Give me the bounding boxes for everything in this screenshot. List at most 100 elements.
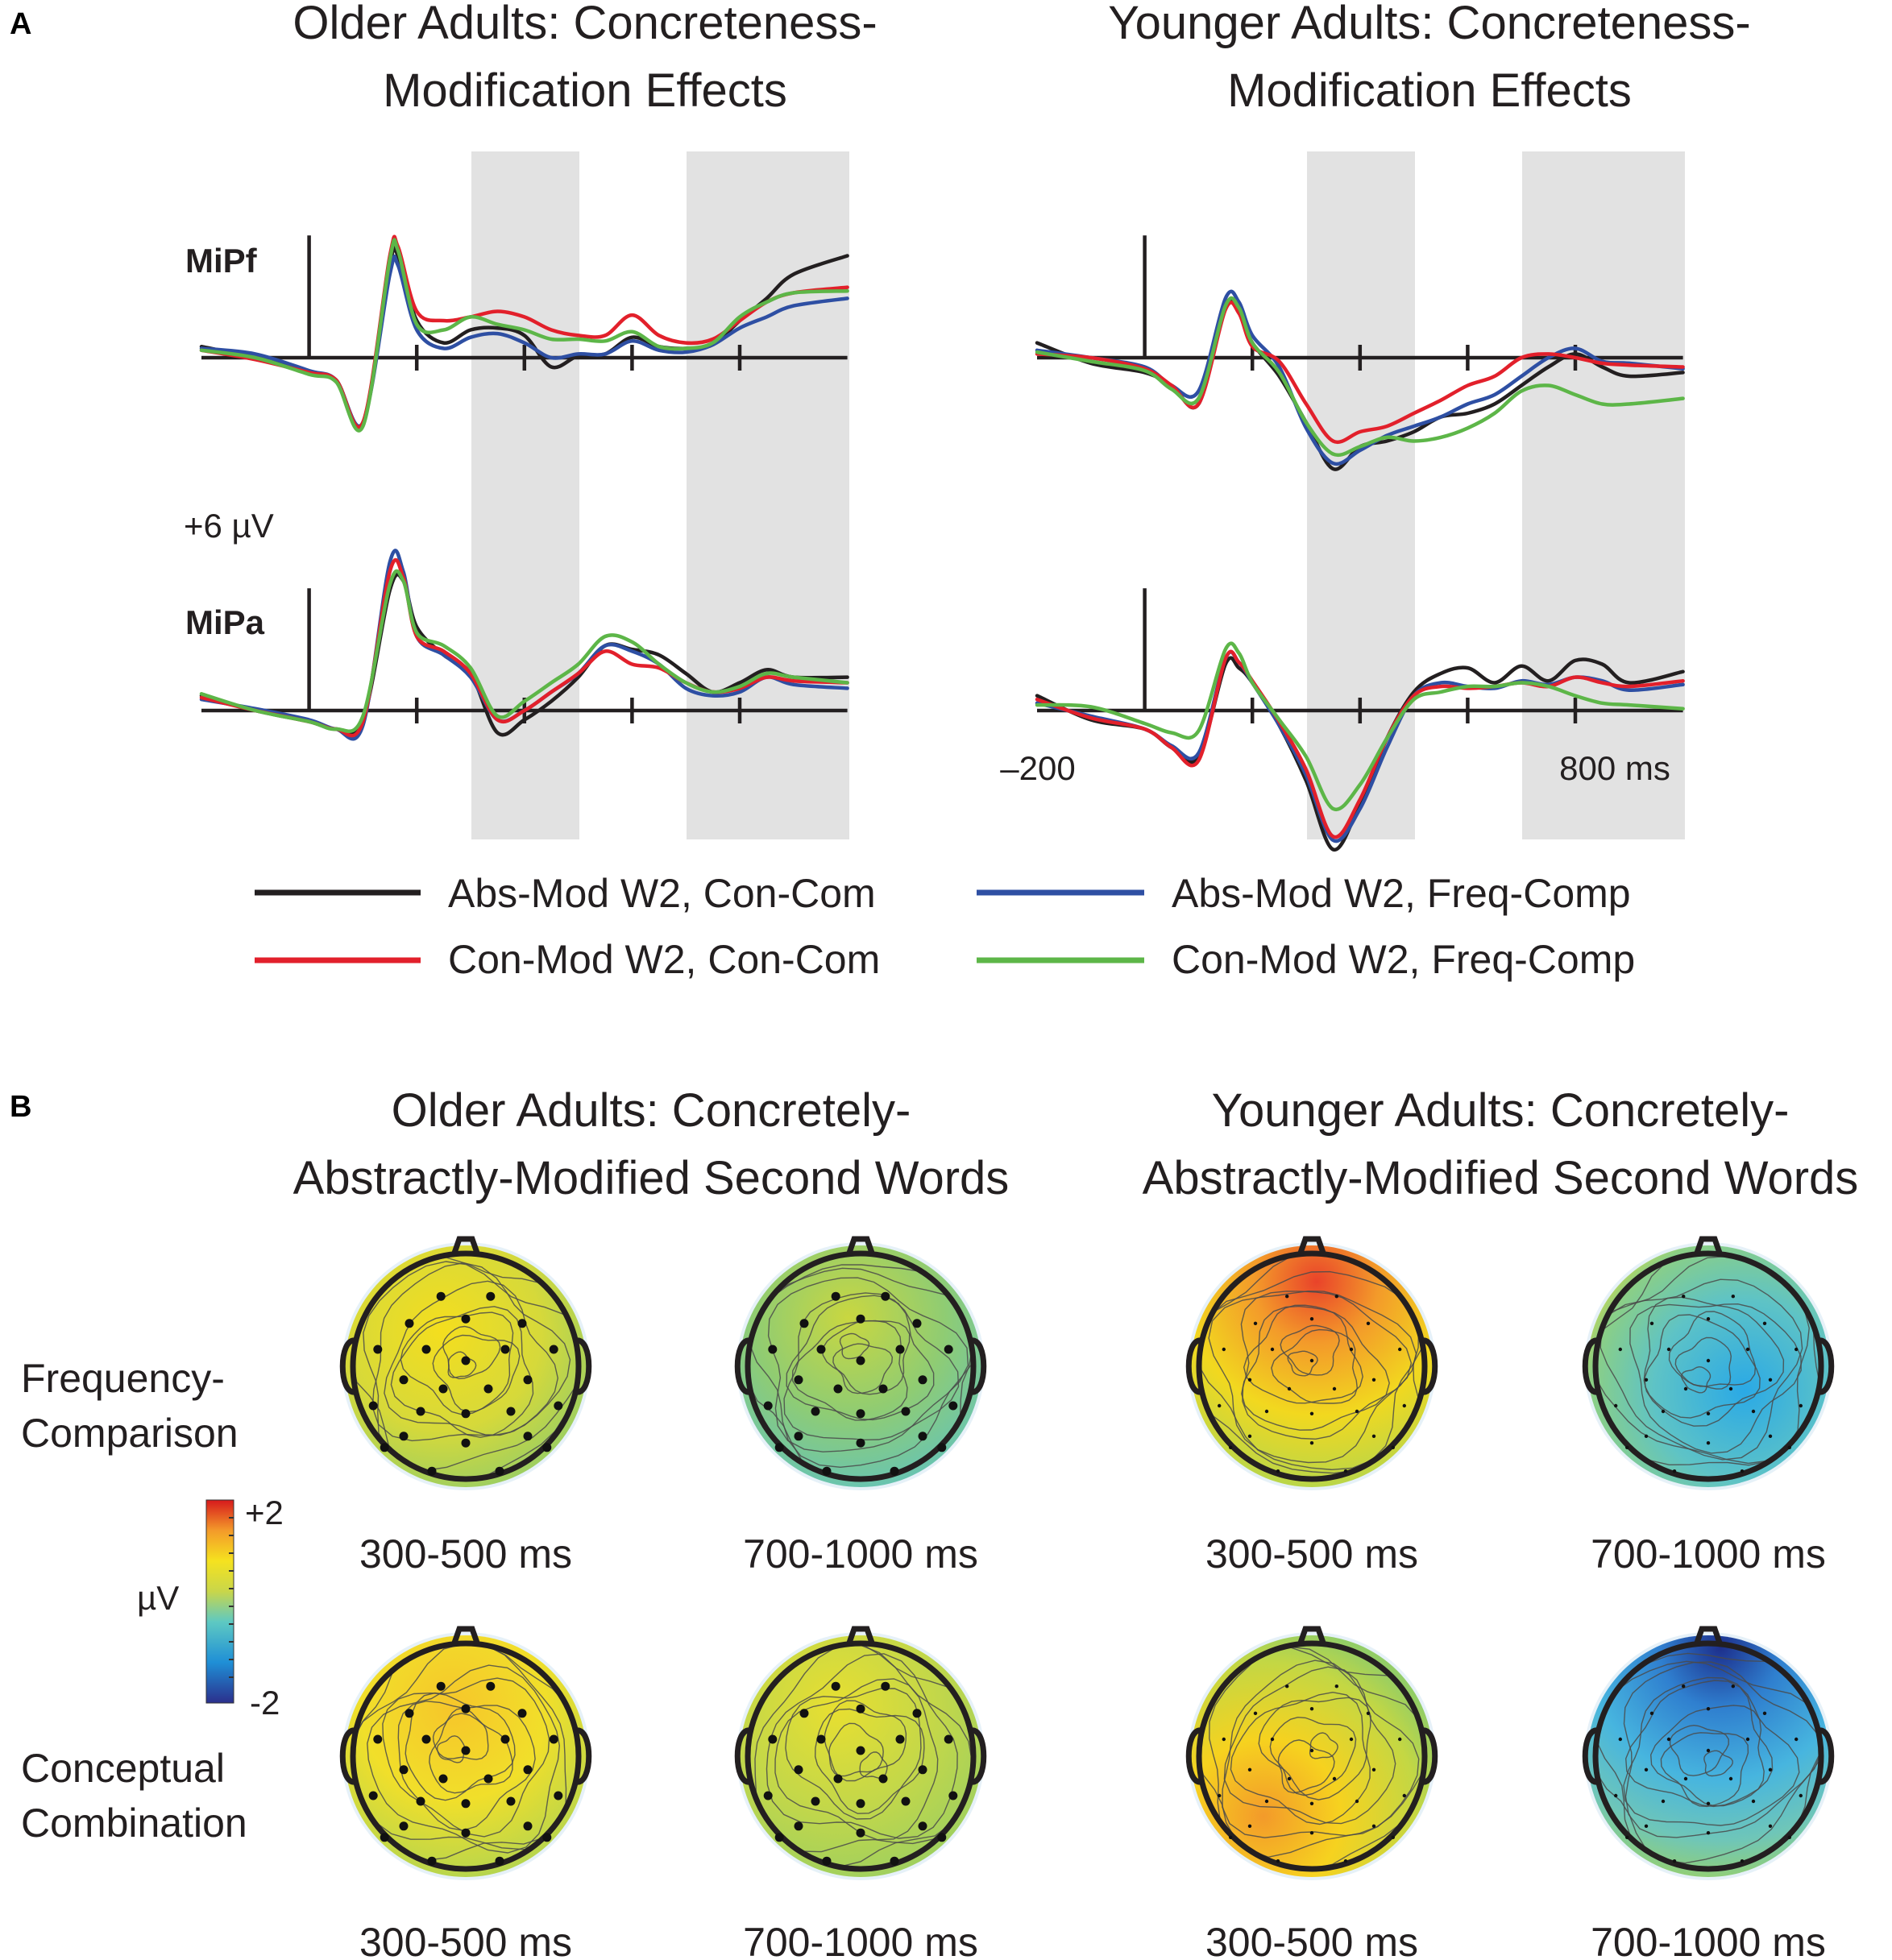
electrode — [1276, 1859, 1280, 1863]
younger-topo-title-line2: Abstractly-Modified Second Words — [1143, 1152, 1859, 1204]
electrode — [890, 1466, 899, 1476]
colorbar-unit-label: µV — [137, 1579, 179, 1617]
topomap-electrodes — [368, 1291, 563, 1476]
row-label-conceptual-combination-line1: Conceptual — [21, 1746, 225, 1791]
row-label-conceptual-combination-line2: Combination — [21, 1800, 247, 1846]
electrode — [1285, 1684, 1289, 1689]
map-label-older-freq-700-1000: 700-1000 ms — [743, 1531, 978, 1577]
erp-plot-older-mipf — [199, 234, 849, 433]
electrode — [399, 1765, 409, 1775]
colorbar-gradient — [205, 1499, 234, 1704]
topomap-electrodes — [1614, 1684, 1803, 1863]
electrode — [1706, 1707, 1711, 1711]
topomap-left-ear — [339, 1727, 356, 1785]
electrode — [438, 1384, 448, 1394]
electrode — [1253, 1711, 1258, 1715]
scale-bar-label: +6 µV — [184, 507, 274, 545]
electrode — [856, 1409, 865, 1419]
electrode — [1276, 1469, 1280, 1473]
channel-label-mipa: MiPa — [185, 603, 265, 641]
electrode — [774, 1443, 784, 1452]
electrode — [1398, 1737, 1402, 1742]
map-label-younger-freq-300-500: 300-500 ms — [1205, 1531, 1418, 1577]
electrode — [816, 1734, 826, 1744]
electrode — [1218, 1403, 1222, 1408]
electrode — [1402, 1793, 1407, 1798]
electrode — [895, 1734, 905, 1744]
electrode — [1309, 1748, 1314, 1753]
electrode — [517, 1709, 527, 1718]
map-label-older-comb-300-500: 300-500 ms — [359, 1920, 572, 1960]
electrode — [1706, 1441, 1711, 1445]
electrode — [822, 1856, 832, 1866]
electrode — [816, 1345, 826, 1354]
electrode — [1794, 1347, 1799, 1352]
electrode — [794, 1375, 803, 1385]
row-label-frequency-comparison-line2: Comparison — [21, 1411, 239, 1456]
electrode — [1683, 1776, 1688, 1781]
younger-topo-title-line1: Younger Adults: Concretely- — [1212, 1084, 1790, 1137]
electrode — [856, 1314, 865, 1324]
electrode — [1247, 1767, 1252, 1771]
electrode — [794, 1765, 803, 1775]
electrode — [483, 1384, 493, 1394]
electrode — [856, 1356, 865, 1365]
older-erp-title-line1: Older Adults: Concreteness- — [293, 0, 877, 49]
electrode — [918, 1765, 927, 1775]
colorbar-max-label: +2 — [245, 1494, 284, 1531]
electrode — [1644, 1767, 1649, 1771]
electrode — [1706, 1411, 1711, 1416]
younger-erp-title-line1: Younger Adults: Concreteness- — [1108, 0, 1750, 49]
electrode — [1762, 1321, 1767, 1326]
topomap-nose — [845, 1236, 876, 1257]
legend: Abs-Mod W2, Con-Com Abs-Mod W2, Freq-Com… — [255, 871, 1635, 982]
electrode — [1728, 1386, 1733, 1391]
topomap-left-ear — [734, 1337, 751, 1395]
electrode — [895, 1345, 905, 1354]
electrode — [1343, 1859, 1348, 1863]
electrode — [1751, 1799, 1756, 1804]
electrode — [380, 1443, 389, 1452]
electrode — [1309, 1831, 1314, 1835]
electrode — [483, 1774, 493, 1784]
electrode — [1706, 1831, 1711, 1835]
electrode — [856, 1746, 865, 1755]
electrode — [1731, 1684, 1735, 1689]
topomap-younger-comb-300-500 — [1185, 1626, 1438, 1880]
topomap-scalp — [740, 1635, 981, 1877]
channel-label-mipf: MiPf — [185, 242, 258, 280]
topomap-right-ear — [970, 1727, 987, 1785]
colorbar-min-label: -2 — [250, 1684, 280, 1722]
topomap-left-ear — [1582, 1727, 1599, 1785]
electrode — [822, 1466, 832, 1476]
younger-window-700-1000 — [1522, 151, 1685, 839]
electrode — [768, 1345, 778, 1354]
topomap-electrodes — [1218, 1295, 1407, 1473]
topomap-younger-freq-700-1000 — [1582, 1236, 1835, 1490]
electrode — [1287, 1386, 1292, 1391]
electrode — [831, 1291, 840, 1301]
electrode — [1366, 1321, 1371, 1326]
electrode — [901, 1407, 911, 1416]
topomap-younger-freq-300-500 — [1185, 1236, 1438, 1490]
electrode — [368, 1791, 378, 1800]
topomap-head-outline — [350, 1640, 582, 1872]
older-erp-title-line2: Modification Effects — [383, 64, 787, 117]
electrode — [1309, 1358, 1314, 1363]
electrode — [856, 1828, 865, 1838]
electrode — [881, 1681, 890, 1691]
electrode — [948, 1401, 958, 1411]
electrode — [1355, 1799, 1359, 1804]
electrode — [523, 1765, 533, 1775]
electrode — [799, 1709, 809, 1718]
topomap-nose — [1693, 1236, 1724, 1257]
electrode — [405, 1709, 414, 1718]
map-label-younger-comb-700-1000: 700-1000 ms — [1591, 1920, 1826, 1960]
electrode — [542, 1833, 552, 1842]
topomap-left-ear — [1185, 1337, 1202, 1395]
electrode — [1371, 1434, 1376, 1439]
electrode — [461, 1746, 471, 1755]
electrode — [399, 1432, 409, 1441]
electrode — [944, 1734, 953, 1744]
electrode — [811, 1796, 820, 1806]
